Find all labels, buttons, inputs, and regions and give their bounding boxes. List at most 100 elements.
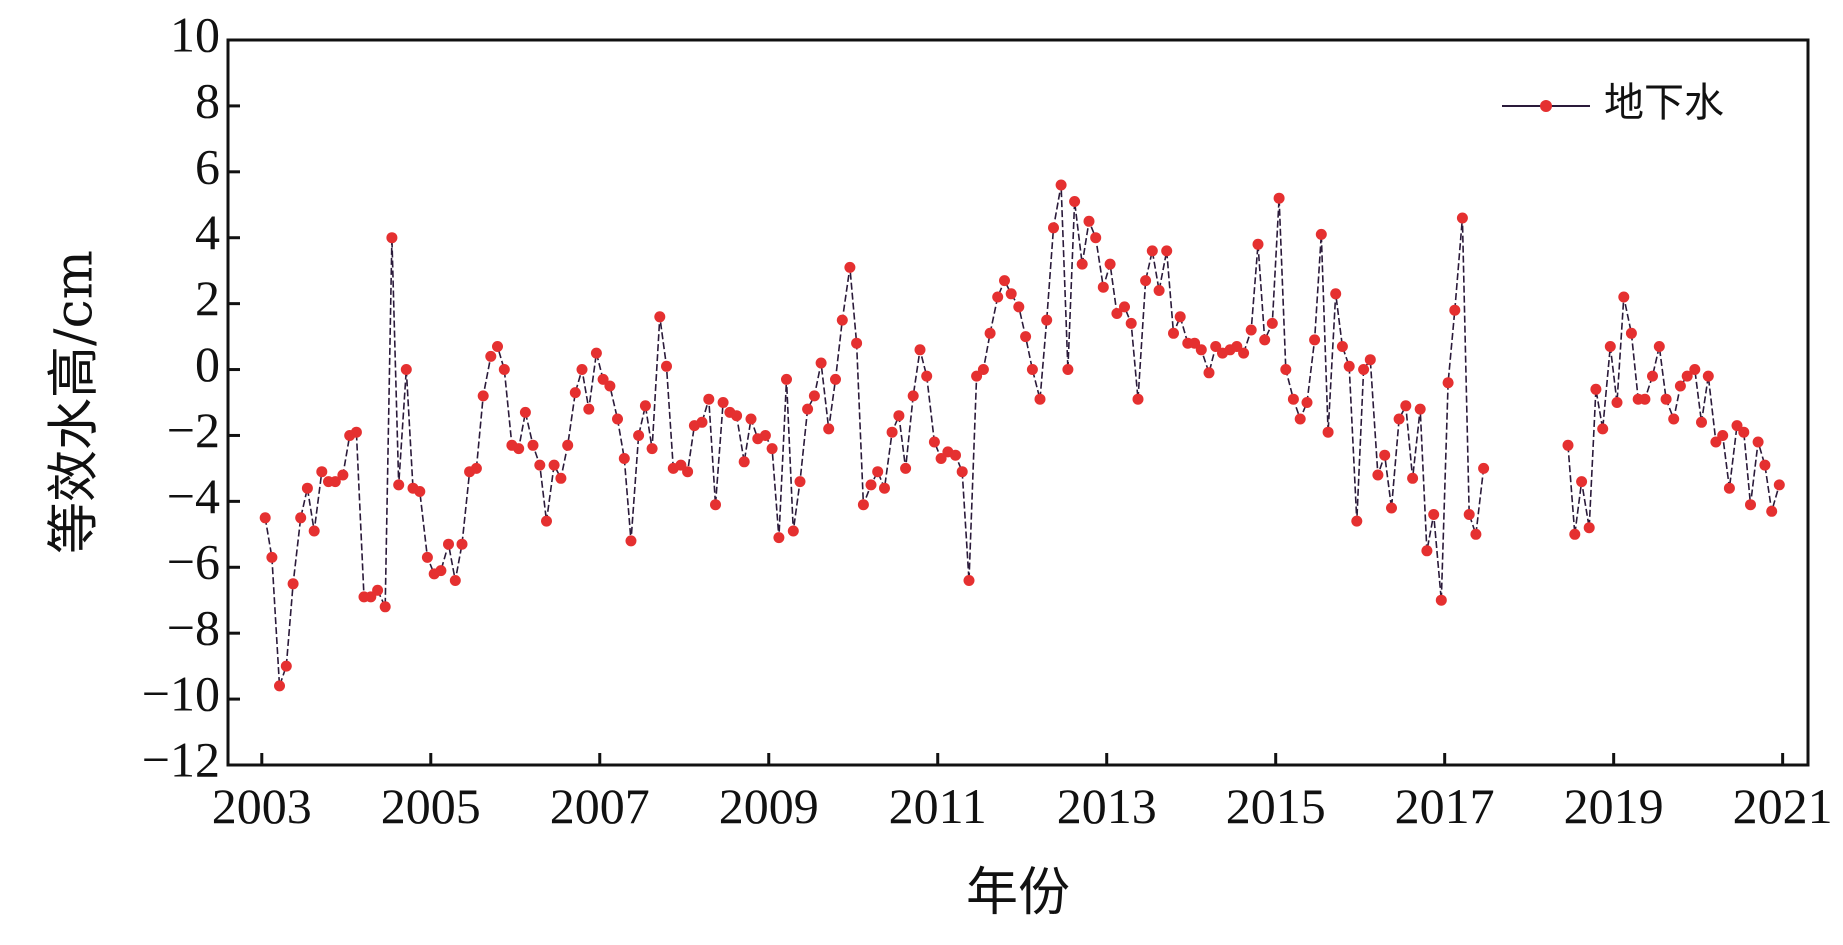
data-point [1174,311,1186,323]
data-point [519,406,531,418]
data-point [773,532,785,544]
data-point [851,337,863,349]
data-point [1330,288,1342,300]
data-point [1731,420,1743,432]
data-point [977,364,989,375]
data-point [731,410,743,422]
data-point [844,261,856,273]
data-point [583,403,595,415]
data-point [1414,403,1426,415]
data-point [654,311,666,323]
data-point [1647,370,1658,382]
data-point [456,538,468,550]
data-point [1336,341,1348,352]
data-point [1597,423,1609,435]
data-point [1668,413,1680,425]
data-point [498,364,510,375]
data-point [696,416,708,428]
data-point [787,525,799,537]
data-point [534,459,546,471]
x-tick-label: 2011 [889,778,987,834]
data-point [1238,347,1250,359]
data-point [1231,341,1243,352]
data-point [1026,364,1038,375]
x-tick-label: 2015 [1226,778,1326,834]
y-tick-label: −12 [142,731,220,787]
data-point [1097,281,1109,293]
data-point [992,291,1004,303]
data-point [562,439,574,451]
x-tick-label: 2019 [1564,778,1664,834]
data-point [576,364,588,375]
data-point [287,578,299,590]
data-point [597,373,609,385]
data-point [633,430,645,441]
data-point [1358,364,1370,375]
data-point [1400,400,1412,412]
data-point [295,512,307,524]
data-point [865,479,877,491]
x-tick-label: 2021 [1733,778,1833,834]
data-point [815,357,827,369]
data-point [1161,245,1173,257]
legend-marker [1540,100,1552,112]
data-point [365,591,377,603]
data-point [900,462,912,474]
data-point [1576,476,1588,488]
data-point [1386,502,1397,514]
data-point [443,538,454,550]
data-point [541,515,552,527]
x-tick-label: 2009 [719,778,819,834]
y-tick-label: −2 [167,402,220,458]
series-line [264,184,1485,687]
data-point [857,499,869,511]
data-point [886,426,898,438]
y-tick-label: −4 [167,468,220,524]
data-point [921,370,933,382]
data-point [1689,364,1701,375]
data-point [1083,215,1095,227]
y-axis: −12 −10 −8 −6 −4 −2 0 2 4 6 8 10 [142,6,240,787]
data-point [1478,462,1490,474]
legend: 地下水 [1502,80,1724,126]
data-point [421,551,433,563]
data-point [893,410,905,422]
data-point [1210,341,1222,352]
data-point [1364,354,1376,366]
data-point [1062,364,1074,375]
data-point [984,327,996,339]
data-point [914,344,926,356]
data-point [1189,337,1201,349]
data-point [400,364,412,375]
data-point [1653,341,1665,352]
y-tick-label: −8 [167,600,220,656]
data-point [1456,212,1468,224]
data-point [710,499,721,511]
data-point [612,413,623,425]
data-point [999,275,1010,287]
data-point [1005,288,1017,300]
series-lines [264,184,1781,687]
data-point [1090,232,1102,244]
data-point [808,390,820,402]
data-point [1442,377,1454,389]
data-point [604,380,616,392]
data-point [1203,367,1215,379]
data-point [1639,393,1651,405]
data-point [1315,228,1327,240]
data-point [1055,179,1067,191]
data-point [802,403,814,415]
data-point [485,350,497,362]
data-point [1266,317,1278,329]
x-tick-label: 2013 [1057,778,1157,834]
data-point [625,535,637,547]
y-tick-label: 10 [170,6,220,62]
data-point [1590,383,1602,395]
data-point [1273,192,1285,204]
data-point [794,476,806,488]
data-point [1287,393,1299,405]
data-point [675,459,687,471]
data-point [1301,397,1313,408]
data-point [379,601,391,613]
